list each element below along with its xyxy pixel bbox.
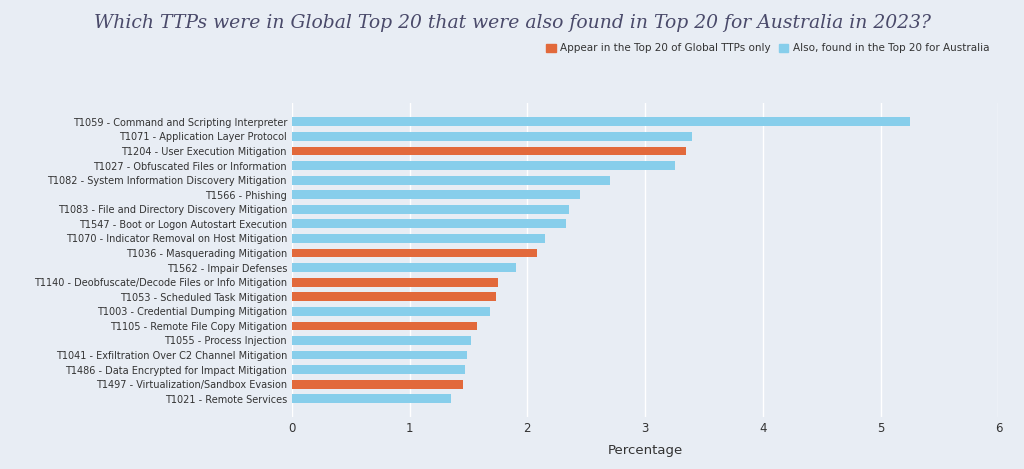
Legend: Appear in the Top 20 of Global TTPs only, Also, found in the Top 20 for Australi: Appear in the Top 20 of Global TTPs only… <box>543 39 993 58</box>
Bar <box>292 394 451 403</box>
X-axis label: Percentage: Percentage <box>607 444 683 457</box>
Bar <box>292 365 465 374</box>
Bar <box>292 307 489 316</box>
Bar <box>292 190 581 199</box>
Bar <box>292 292 496 301</box>
Bar <box>292 219 566 228</box>
Bar <box>292 278 498 287</box>
Bar <box>292 117 910 126</box>
Bar <box>292 147 686 155</box>
Bar <box>292 351 467 359</box>
Bar <box>292 380 463 388</box>
Bar <box>292 234 545 243</box>
Bar <box>292 161 675 170</box>
Bar <box>292 132 692 141</box>
Text: Which TTPs were in Global Top 20 that were also found in Top 20 for Australia in: Which TTPs were in Global Top 20 that we… <box>93 14 931 32</box>
Bar <box>292 263 515 272</box>
Bar <box>292 249 537 257</box>
Bar <box>292 336 471 345</box>
Bar <box>292 176 609 184</box>
Bar <box>292 205 568 214</box>
Bar <box>292 322 477 330</box>
